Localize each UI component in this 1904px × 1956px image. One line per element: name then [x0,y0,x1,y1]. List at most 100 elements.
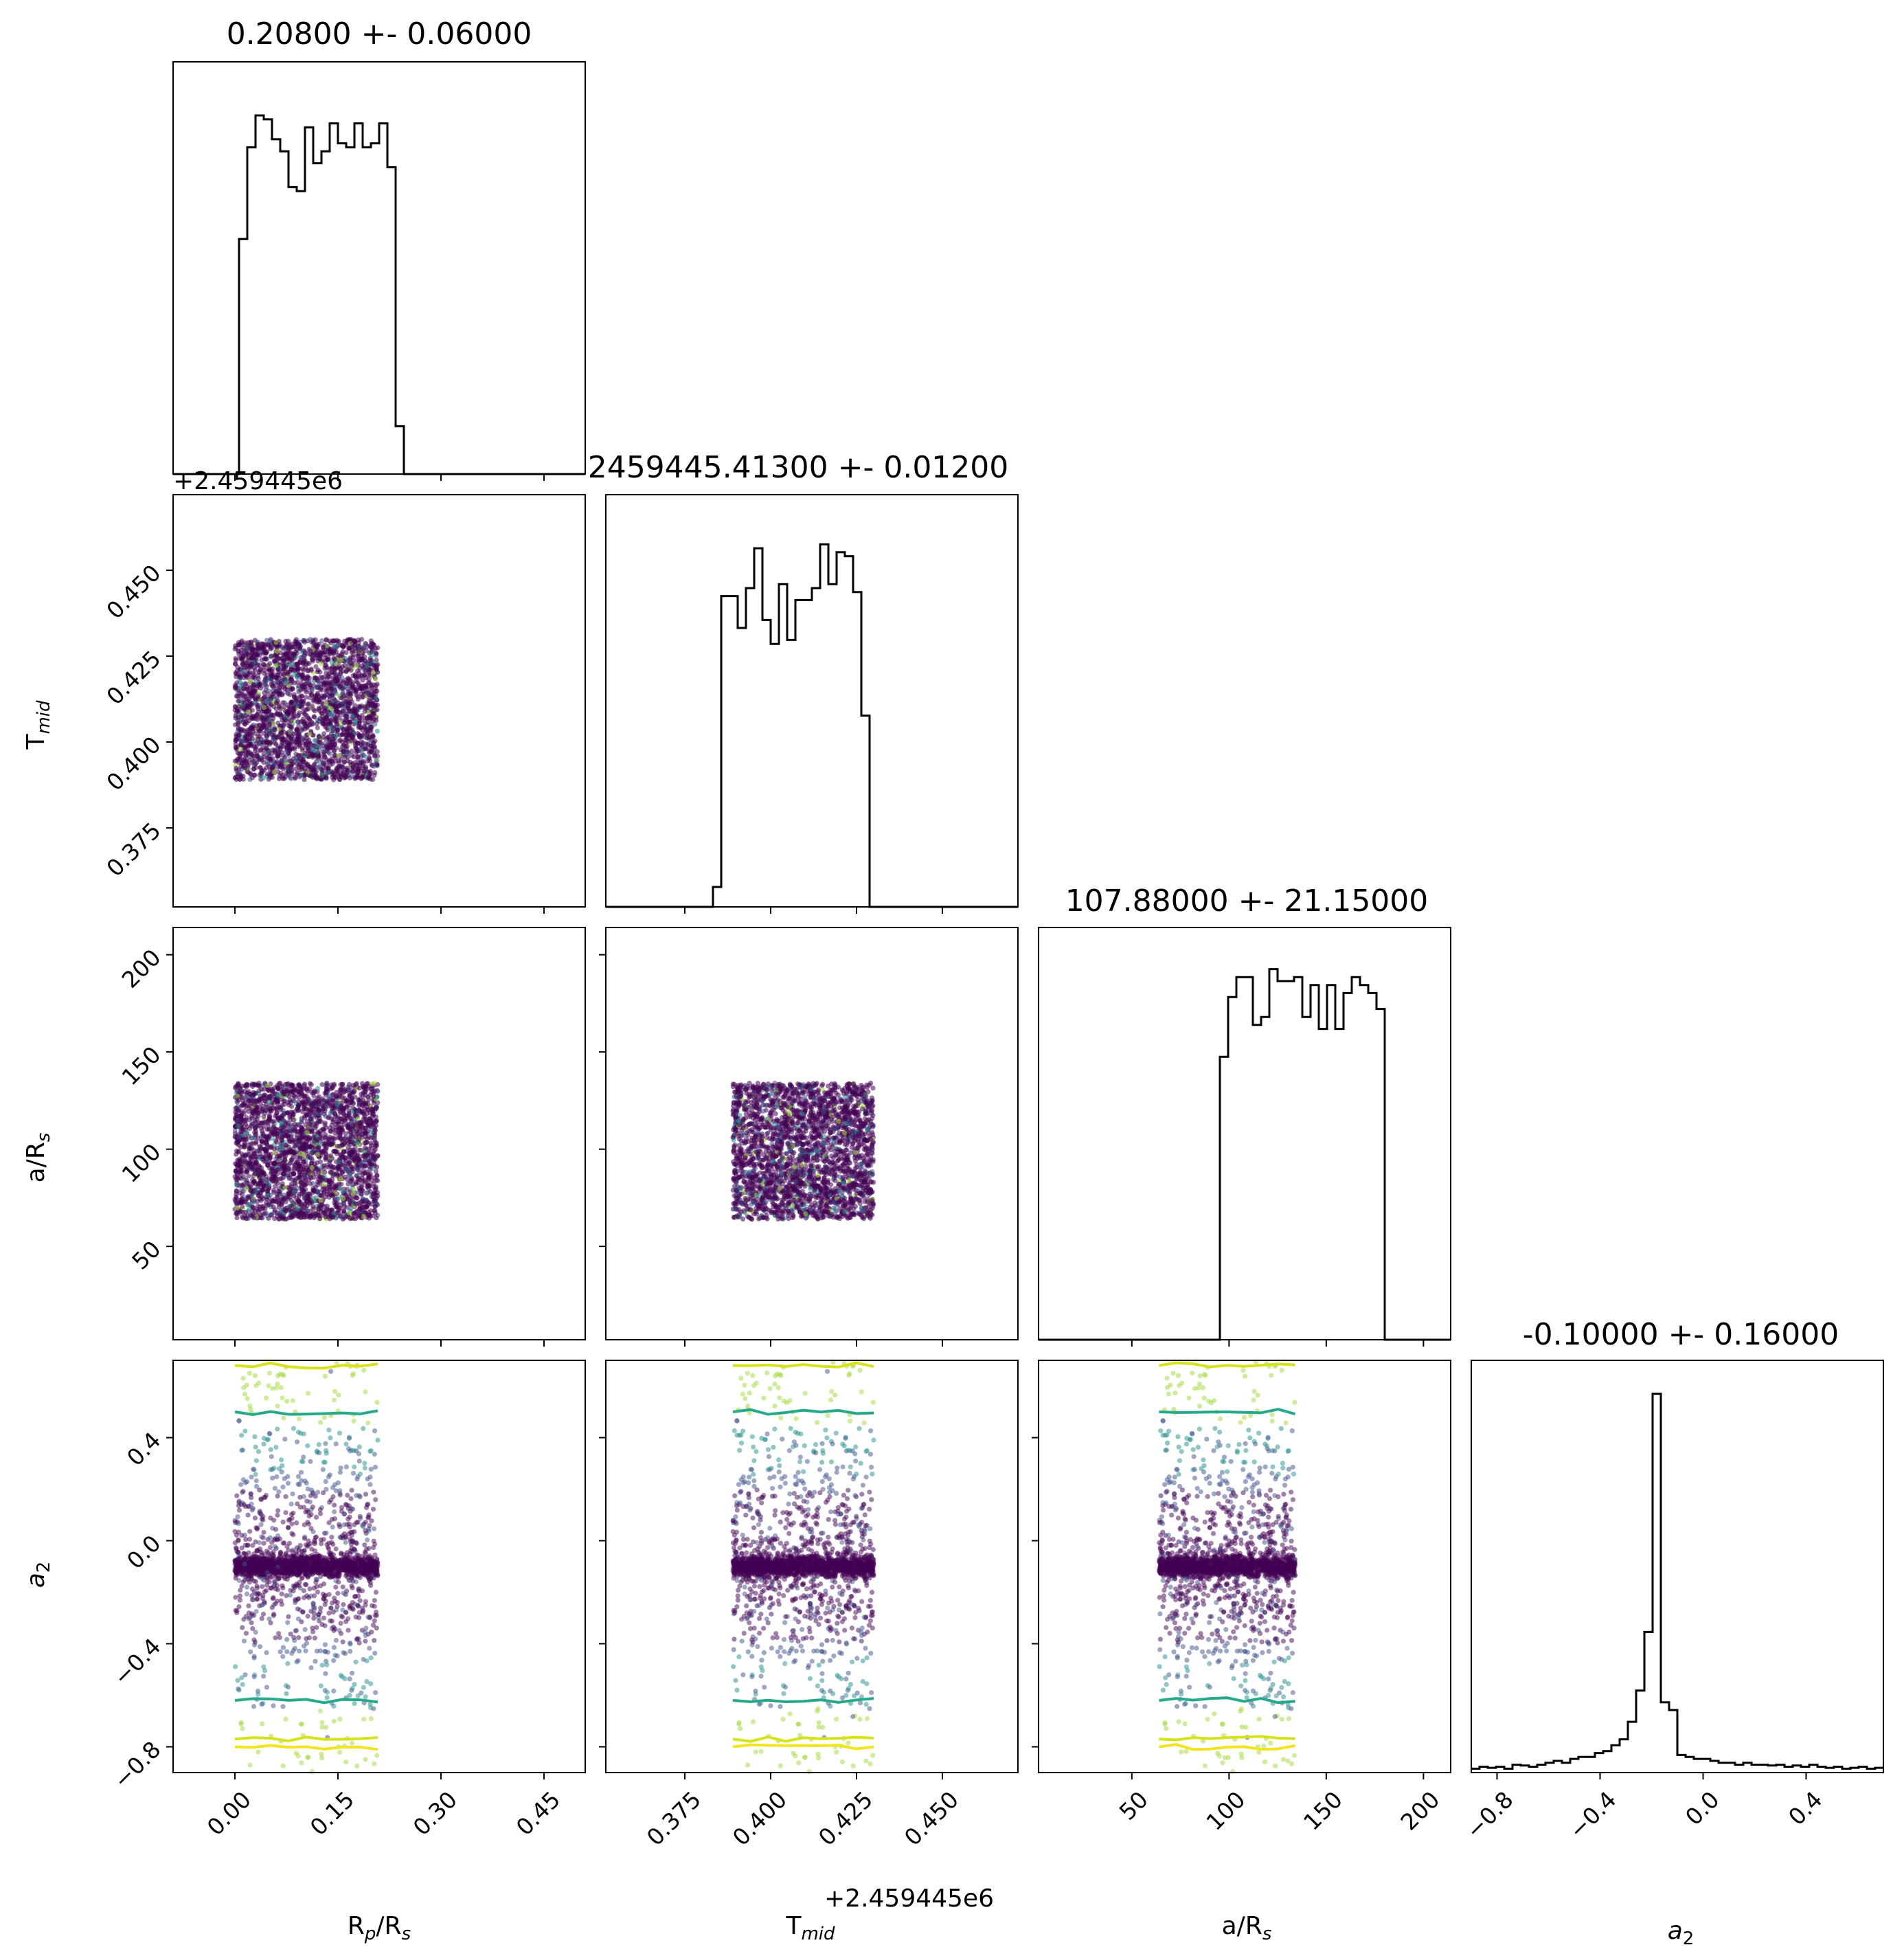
sample-point [314,1213,319,1218]
sample-point [284,671,291,677]
sample-point [313,637,318,642]
sample-point [317,669,323,675]
sample-point [290,686,295,691]
sample-point [294,674,300,679]
sample-point [322,1169,328,1175]
sample-point [313,1125,318,1131]
sample-point [256,1180,261,1187]
sample-point [251,672,257,677]
sample-point [363,668,369,674]
sample-point [282,1099,288,1104]
sample-point [264,714,269,719]
sample-point [371,763,377,769]
sample-point [356,725,361,730]
sample-point [315,725,320,730]
sample-point [245,1130,250,1136]
sample-point [357,1096,363,1101]
sample-point [296,1123,302,1128]
sample-point [359,663,365,668]
sample-point [308,1181,313,1187]
sample-point [339,764,345,769]
sample-point [267,1117,273,1123]
sample-point [236,671,241,677]
sample-point [274,758,280,764]
sample-point [299,700,304,706]
sample-point [287,1138,293,1144]
sample-point [289,770,295,776]
sample-point [347,1151,352,1157]
sample-point [350,663,355,668]
sample-point [323,705,328,711]
sample-point [375,662,381,667]
sample-point [282,704,287,710]
sample-point [339,695,345,700]
sample-point [329,660,335,666]
sample-point [350,1177,355,1182]
sample-point [295,770,300,776]
sample-point [321,731,327,737]
sample-point [371,1148,377,1154]
sample-point [372,717,377,722]
sample-point [247,664,253,670]
sample-point [346,723,352,728]
sample-point [238,647,244,653]
sample-point [354,675,359,680]
sample-point [244,1167,249,1173]
sample-point [361,758,366,764]
sample-point [318,661,324,666]
sample-point [357,763,363,768]
sample-point [260,768,265,774]
sample-point [257,682,263,687]
sample-point [294,695,299,701]
sample-point [299,764,304,769]
sample-point [249,743,255,749]
sample-point [360,677,365,683]
sample-point [297,742,303,748]
sample-point [350,773,355,779]
sample-point [273,640,279,645]
sample-point [261,722,267,728]
sample-point [254,712,260,719]
sample-point [370,777,376,783]
axes-frame [605,494,1019,908]
offset-text-tmid-xaxis: +2.459445e6 [824,1885,994,1913]
sample-point [233,722,238,728]
sample-point [309,687,315,693]
sample-point [330,675,336,681]
sample-point [299,1203,304,1209]
ylabel-a2: a2 [22,1562,54,1588]
sample-point [264,745,269,752]
sample-point [313,664,319,669]
sample-point [373,676,378,682]
sample-point [240,739,245,745]
sample-point [271,704,277,710]
sample-point [238,1169,244,1174]
sample-point [352,1201,358,1206]
sample-point [257,1120,262,1125]
sample-point [260,1205,266,1211]
sample-point [353,687,359,693]
scatter-tmid-vs-rp [232,636,381,783]
y-tick-label: 0.375 [101,817,166,881]
sample-point [236,769,242,776]
sample-point [301,668,306,673]
sample-point [302,777,307,783]
sample-point [343,767,349,772]
sample-point [338,657,344,663]
sample-point [353,745,359,751]
sample-point [303,689,309,695]
sample-point [344,737,350,743]
sample-point [324,643,330,649]
sample-point [348,1129,354,1135]
sample-point [238,727,243,732]
sample-point [308,636,313,642]
sample-point [366,774,372,779]
sample-point [264,1102,269,1108]
sample-point [252,638,258,643]
sample-point [310,707,317,712]
scatter-ars-vs-rp [232,1080,381,1222]
offset-text-tmid-yaxis: +2.459445e6 [173,467,343,495]
sample-point [328,687,334,693]
sample-point [355,679,361,685]
